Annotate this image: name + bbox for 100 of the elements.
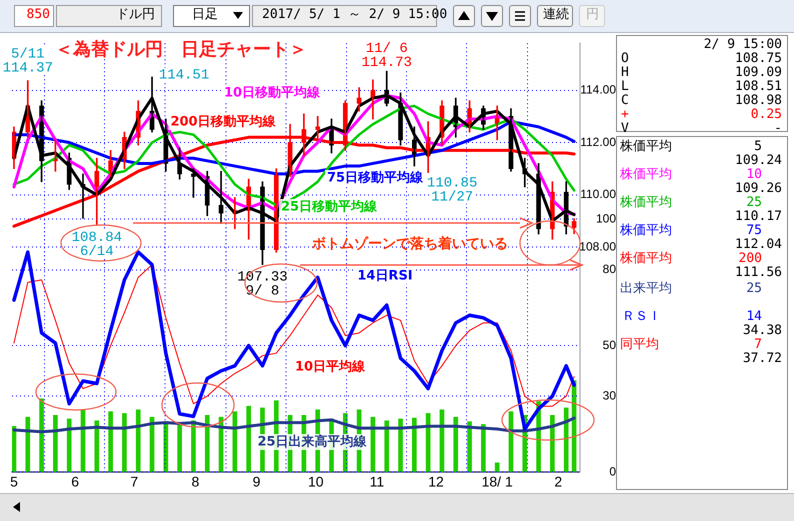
text: 25 (745, 195, 762, 210)
text: 株価平均 (620, 195, 672, 210)
text: 10日移動平均線 (224, 85, 322, 100)
text: 連続 (543, 7, 569, 22)
bar (384, 420, 390, 472)
bar (412, 418, 417, 472)
bar (564, 408, 569, 472)
text: ＲＳＩ (622, 309, 661, 324)
y-tick-label: 114.00 (580, 82, 616, 97)
text: 200 (738, 251, 762, 266)
text: 37.72 (742, 351, 782, 366)
x-tick-label: 7 (130, 473, 138, 490)
bar (246, 406, 251, 472)
series-label: 75日移動平均線 (326, 170, 424, 186)
text: 0.25 (750, 107, 782, 122)
series-label: 200日移動平均線 (170, 114, 277, 130)
text: 108.75 (734, 51, 782, 66)
text: 日足 (192, 7, 218, 22)
bar (12, 426, 16, 472)
text: H (621, 65, 629, 80)
annotation: 114.37 (2, 60, 53, 76)
text: 111.56 (734, 265, 782, 280)
text: 10 (745, 167, 762, 182)
text: 同平均 (620, 337, 659, 352)
bar (177, 424, 182, 472)
bar (66, 418, 72, 472)
bar (508, 411, 514, 472)
x-tick-label: 11 (370, 473, 384, 490)
text: 株価平均 (620, 251, 672, 266)
text: 株価平均 (620, 139, 672, 154)
text: V (621, 121, 629, 136)
bar (94, 420, 100, 472)
y-tick-label: 100 (596, 212, 616, 226)
bar (481, 424, 486, 472)
text: - (773, 121, 782, 136)
chart-title: ＜為替ドル円 日足チャート＞ (55, 38, 307, 61)
text: 出来平均 (620, 281, 672, 296)
x-tick-label: 2 (554, 473, 562, 490)
bar (494, 462, 500, 472)
series-label: 25日出来高平均線 (257, 433, 368, 450)
bar (191, 420, 196, 472)
bar (453, 416, 458, 472)
bar (150, 416, 154, 472)
bar (426, 413, 430, 472)
y-tick-label: 110.00 (580, 187, 616, 202)
annotation: 114.51 (158, 68, 210, 84)
annotation: 108.84 (72, 230, 122, 246)
bar (108, 411, 113, 472)
text: 2017/ 5/ 1 ～ 2/ 9 15:00 (262, 7, 448, 22)
annotation: 110.85 (426, 175, 478, 192)
text: + (621, 107, 629, 122)
text: 14 (745, 309, 762, 324)
bar (136, 410, 141, 472)
x-tick-label: 10 (308, 473, 324, 490)
bar (25, 416, 30, 472)
x-tick-label: 8 (192, 473, 200, 490)
text: 34.38 (742, 323, 782, 338)
text: 14日RSI (357, 268, 413, 284)
text: 5 (753, 139, 762, 154)
bar (232, 411, 238, 472)
bar (218, 416, 224, 472)
text: 株価平均 (620, 167, 672, 182)
series-label: 25日移動平均線 (280, 199, 378, 214)
text: O (621, 51, 629, 66)
y-tick-label: 50 (602, 338, 616, 352)
bar (398, 418, 403, 472)
x-tick-label: 18/ 1 (482, 473, 513, 490)
text: L (621, 79, 629, 94)
x-tick-label: 6 (71, 473, 80, 490)
bar (80, 410, 86, 472)
bar (370, 416, 376, 472)
annotation: 6/14 (80, 244, 114, 260)
text: ドル円 (116, 7, 155, 22)
bar (204, 414, 210, 472)
text: 109.09 (734, 65, 782, 80)
text: 112.04 (734, 237, 782, 252)
text: 108.51 (734, 79, 782, 94)
text: 109.24 (734, 153, 782, 168)
bar (467, 421, 472, 472)
x-tick-label: 5 (10, 473, 18, 490)
annotation: 11/27 (431, 189, 474, 206)
text: 109.26 (734, 181, 782, 196)
x-tick-label: 12 (428, 473, 444, 490)
annotation: 11/ 6 (366, 40, 408, 57)
text: 2/ 9 15:00 (702, 37, 782, 52)
y-tick-label: 0 (609, 464, 616, 478)
series-label: 10日平均線 (294, 359, 366, 374)
annotation: 5/11 (10, 46, 45, 62)
text: 850 (26, 7, 50, 22)
text: 25 (745, 281, 762, 296)
x-tick-label: 9 (252, 473, 261, 490)
text: 108.98 (734, 93, 782, 108)
text: C (621, 93, 629, 108)
bar (53, 414, 58, 472)
y-tick-label: 30 (602, 388, 616, 402)
y-tick-label: 108.00 (579, 239, 616, 254)
text: 7 (753, 337, 762, 352)
text: 円 (586, 7, 599, 22)
text: 110.17 (734, 209, 782, 224)
annotation: 114.73 (362, 54, 412, 71)
